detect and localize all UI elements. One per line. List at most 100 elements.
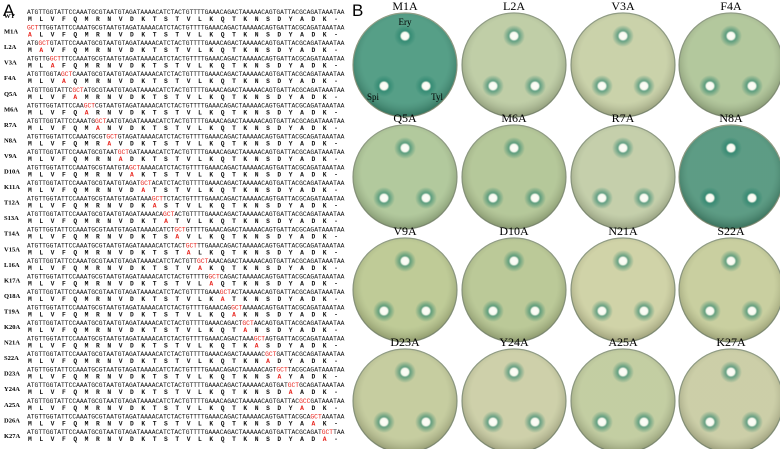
well xyxy=(489,194,497,202)
protein-sequence: M L V F Q M R N V D K T S T V L K Q T K … xyxy=(28,358,340,365)
well xyxy=(706,82,714,90)
dna-segment: GCT xyxy=(106,133,118,140)
dna-segment: ATGTTGGTATTCCAAATGCGTAATGTAGATAAAACA xyxy=(27,211,163,218)
dna-segment: ATGTTGGTATTC xyxy=(27,87,73,94)
dna-sequence: ATGTTGGTATTCCAAATGCGTAATGTAGATAAAACATCTA… xyxy=(27,242,345,249)
dna-segment: GTAGATAAAACATCTACTGTTTTGAAACAGACTAAAAACA… xyxy=(118,133,345,140)
dna-sequence: ATGTTGGTATTCCAAATGCGTAATGTAGATAAAACATCTA… xyxy=(27,336,345,343)
well xyxy=(619,257,627,265)
well xyxy=(380,307,388,315)
dna-sequence: ATGTTGGTATTCCAAATGCGTAATGTAGATAAAACATCTA… xyxy=(27,351,345,358)
row-label: A25A xyxy=(4,402,20,409)
row-label: D26A xyxy=(4,417,20,424)
protein-segment: A xyxy=(153,203,159,210)
dna-segment: GCT xyxy=(197,258,209,265)
protein-segment: A xyxy=(232,311,238,318)
dna-segment: GCT xyxy=(310,413,322,420)
row-label: S22A xyxy=(4,355,19,362)
row-label: M1A xyxy=(4,29,18,36)
dna-sequence: ATGTTGGTATTCCAAATGCGTAATGCTGATAAAACATCTA… xyxy=(27,149,345,156)
protein-segment: M R N V D K T S T V L K Q T K N S D Y A … xyxy=(79,94,340,101)
well xyxy=(748,194,756,202)
dna-segment: GCT xyxy=(220,289,232,296)
row-label: D10A xyxy=(4,169,20,176)
protein-segment: F Q M R N V D K T S T V L K Q T K N S D … xyxy=(56,63,339,70)
protein-sequence: M L V F Q M R N V D K T S T V L K Q T K … xyxy=(28,374,340,381)
well xyxy=(380,418,388,426)
protein-sequence: M L V A Q M R N V D K T S T V L K Q T K … xyxy=(28,78,340,85)
dna-segment: GCT xyxy=(231,304,243,311)
protein-segment: D Y A D K - xyxy=(272,358,340,365)
dna-segment: TACGCAGATAAATAA xyxy=(288,367,345,374)
protein-segment: V D K T S T V L K Q T K N S D Y A D K - xyxy=(113,140,340,147)
protein-segment: R N V D K T S T V L K Q T K N S D Y A D … xyxy=(90,109,339,116)
well xyxy=(422,194,430,202)
dna-sequence: ATGTTGGTATTCCAAATGCGTGCTGTAGATAAAACATCTA… xyxy=(27,133,345,140)
protein-segment: M L V F Q M R N V D K T S T V L K xyxy=(28,296,221,303)
dna-segment: ATGCGTAATGTAGATAAAACATCTACTGTTTTGAAACAGA… xyxy=(84,87,345,94)
protein-segment: M L V F Q M R N V D K T S xyxy=(28,234,175,241)
protein-segment: A xyxy=(119,156,125,163)
well xyxy=(510,368,518,376)
dna-sequence: ATGTTGGTATTCCAAATGCGTAATGTAGCTAAAACATCTA… xyxy=(27,165,345,172)
dna-segment: TTCCAAATGCGTAATGTAGATAAAACATCTACTGTTTTGA… xyxy=(61,56,345,63)
dna-segment: GCT xyxy=(140,180,152,187)
protein-segment: N V D K T S T V L K Q T K N S D Y A D K … xyxy=(102,125,340,132)
protein-sequence: M L A F Q M R N V D K T S T V L K Q T K … xyxy=(28,63,340,70)
dna-segment: CAGACTAAAAACAGTGATTACGCAGATAAATAA xyxy=(220,273,345,280)
well xyxy=(619,144,627,152)
dna-segment: CAAATGCGTAATGTAGATAAAACATCTACTGTTTTGAAAC… xyxy=(72,71,344,78)
protein-sequence: A L V F Q M R N V D K T S T V L K Q T K … xyxy=(28,32,340,39)
protein-segment: M L V F Q M R N xyxy=(28,156,119,163)
well xyxy=(422,82,430,90)
well xyxy=(531,418,539,426)
dna-segment: ATGTTGGTATTCCAAATGCGTAATGTAGAT xyxy=(27,180,141,187)
well xyxy=(640,307,648,315)
well xyxy=(598,194,606,202)
protein-sequence: M L V F Q M R N V D K T S T V L K Q T K … xyxy=(28,405,340,412)
well xyxy=(727,257,735,265)
protein-segment: A xyxy=(51,63,57,70)
dna-sequence: ATGTTGGTATTCCAAATGCGTAATGTAGATAAAACATCTA… xyxy=(27,304,345,311)
protein-sequence: M A V F Q M R N V D K T S T V L K Q T K … xyxy=(28,47,340,54)
plate-label: V3A xyxy=(611,0,635,13)
dna-sequence: ATGTTGGTATTCCAAATGCGTAATGTAGATAAAACATCTA… xyxy=(27,429,345,436)
protein-segment: K N S D Y A D K - xyxy=(238,311,340,318)
well xyxy=(401,257,409,265)
protein-segment: A xyxy=(130,172,136,179)
protein-segment: A xyxy=(175,234,181,241)
dna-sequence: ATGTTGGTATTCCAAATGCGTAATGTAGATAAAACATCTA… xyxy=(27,273,345,280)
protein-sequence: M L V F Q M R N V D K T S T V L K Q T K … xyxy=(28,420,340,427)
panel-label: A xyxy=(3,1,15,20)
dna-segment: GCT xyxy=(95,118,107,125)
well xyxy=(401,144,409,152)
protein-segment: T S T V L K Q T K N S D Y A D K - xyxy=(147,187,340,194)
dna-segment: ACTAAAAACAGTGATTACGCAGATAAATAA xyxy=(231,289,345,296)
protein-segment: L V F Q M R N V D K T S T V L K Q T K N … xyxy=(34,32,340,39)
dna-segment: GCT xyxy=(61,71,73,78)
well xyxy=(748,82,756,90)
dna-sequence: ATGTTGGTATTCCAAATGCGTAATGTAGATAAAACATCTA… xyxy=(27,258,345,265)
dna-segment: ATGTTGGTATTCCAAATGCGTAATGTAGATAAAACATCTA… xyxy=(27,320,243,327)
well xyxy=(531,82,539,90)
protein-segment: K - xyxy=(317,420,340,427)
protein-segment: M L V F Q M R xyxy=(28,140,107,147)
dna-segment: ATGTTG xyxy=(27,56,50,63)
well-label: Spi xyxy=(367,92,380,102)
dna-sequence: ATGGCTGTATTCCAAATGCGTAATGTAGATAAAACATCTA… xyxy=(27,40,345,47)
well xyxy=(531,194,539,202)
protein-segment: A xyxy=(62,78,68,85)
well xyxy=(422,307,430,315)
dna-segment: TTGGTATTCCAAATGCGTAATGTAGATAAAACATCTACTG… xyxy=(38,25,344,32)
plate-label: N21A xyxy=(608,224,638,238)
well xyxy=(748,418,756,426)
protein-segment: N S D Y A D K - xyxy=(249,327,340,334)
protein-segment: Y A D K - xyxy=(283,374,340,381)
protein-segment: A xyxy=(198,265,204,272)
protein-sequence: M L V F Q M R N V D K T S T V L K Q T K … xyxy=(28,343,340,350)
protein-segment: M L V xyxy=(28,78,62,85)
dna-sequence: ATGTTGGTATTCCAAATGCGTAATGTAGATAAAACATCTA… xyxy=(27,382,345,389)
row-label: T19A xyxy=(4,308,20,315)
protein-segment: V L K Q T K N S D Y A D K - xyxy=(181,234,340,241)
dna-segment: TCTACTGTTTTGAAACAGACTAAAAACAGTGATTACGCAG… xyxy=(163,196,345,203)
